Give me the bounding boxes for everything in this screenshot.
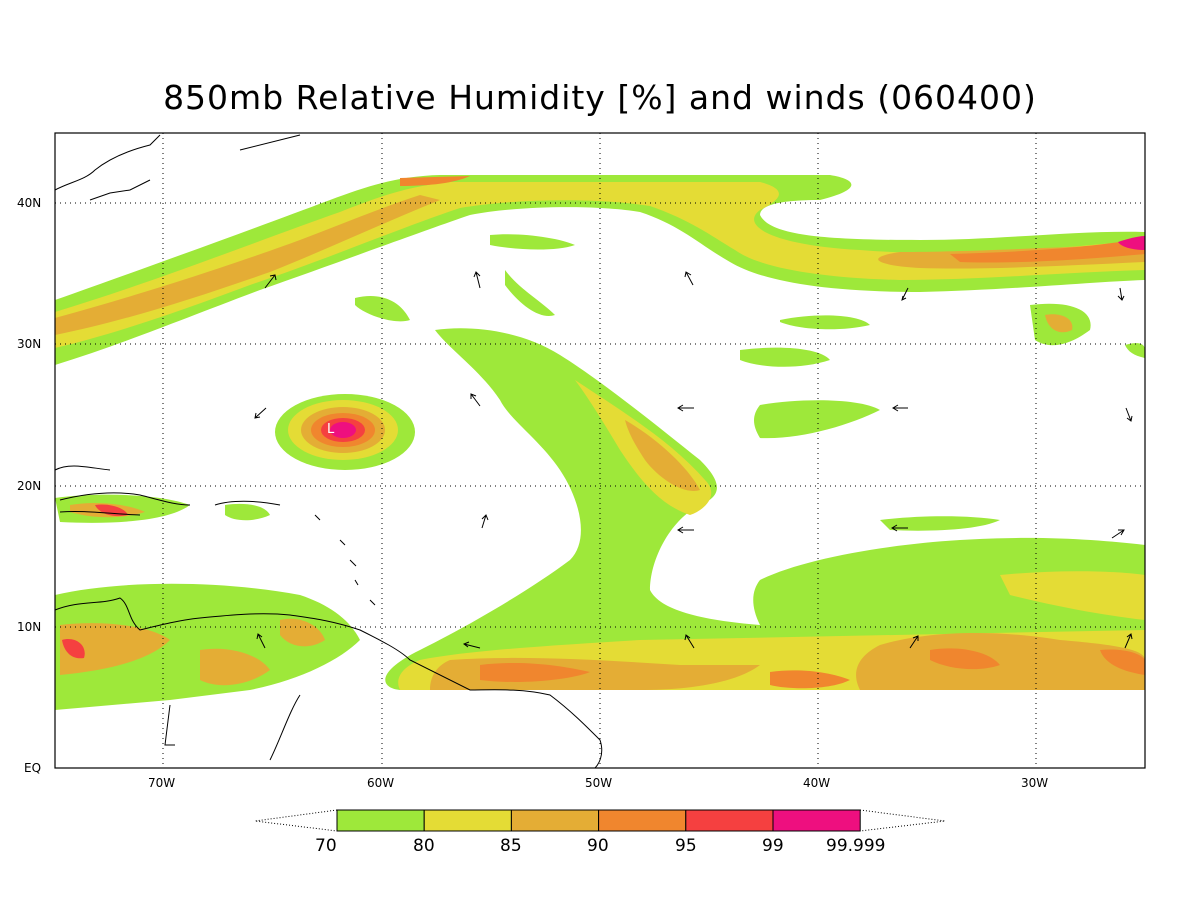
colorbar-label-90: 90: [587, 836, 609, 856]
colorbar-swatch: [423, 809, 512, 832]
rh-70-central-tongue: [385, 328, 1145, 690]
lon-label-60w: 60W: [367, 776, 395, 790]
rh-70-islands: [55, 234, 1145, 710]
colorbar: [254, 809, 946, 832]
colorbar-label-99-999: 99.999: [826, 836, 886, 856]
wind-arrows: [254, 271, 1133, 649]
wind-arrow: [264, 274, 277, 289]
rh-99-northern-band: [1118, 236, 1145, 250]
colorbar-label-85: 85: [500, 836, 522, 856]
colorbar-swatch: [510, 809, 600, 832]
lon-label-50w: 50W: [585, 776, 613, 790]
lat-label-eq: EQ: [24, 761, 42, 775]
colorbar-swatch: [336, 809, 425, 832]
wind-arrow: [1124, 633, 1133, 649]
wind-arrow: [1125, 407, 1133, 422]
colorbar-swatch: [598, 809, 687, 832]
wind-arrow: [891, 524, 908, 532]
colorbar-swatch: [772, 809, 861, 832]
wind-arrow: [677, 404, 694, 412]
wind-arrow: [677, 526, 694, 534]
lat-label-20n: 20N: [17, 479, 42, 493]
wind-arrow: [254, 407, 267, 419]
lon-label-40w: 40W: [803, 776, 831, 790]
rh-80-northern-band: [55, 182, 1145, 348]
colorbar-swatch: [685, 809, 774, 832]
map-title: 850mb Relative Humidity [%] and winds (0…: [163, 78, 1037, 117]
colorbar-right-extension: [859, 809, 946, 832]
humidity-field: [55, 175, 1145, 710]
wind-arrow: [470, 393, 481, 407]
colorbar-label-95: 95: [675, 836, 697, 856]
colorbar-label-99: 99: [762, 836, 784, 856]
wind-arrow: [481, 514, 489, 529]
colorbar-label-70: 70: [315, 836, 337, 856]
wind-arrow: [1117, 287, 1125, 301]
rh-99-storm: [330, 422, 356, 438]
wind-arrow: [256, 633, 266, 649]
rh-85-northern-band: [55, 195, 1145, 335]
lon-label-70w: 70W: [148, 776, 176, 790]
rh-90-central-tongue: [480, 648, 1145, 689]
rh-95-islands: [62, 504, 128, 659]
wind-arrow: [901, 287, 909, 301]
lat-label-10n: 10N: [17, 620, 42, 634]
lon-label-30w: 30W: [1021, 776, 1049, 790]
colorbar-left-extension: [254, 809, 338, 832]
storm-low-marker: L: [327, 422, 335, 437]
lat-label-40n: 40N: [17, 196, 42, 210]
colorbar-swatches: [336, 809, 861, 832]
wind-arrow: [473, 271, 481, 289]
wind-arrow: [684, 634, 695, 649]
lat-lon-grid: [55, 133, 1145, 768]
rh-85-central-tongue: [430, 420, 1145, 690]
wind-arrow: [684, 271, 694, 286]
wind-arrow: [1111, 529, 1125, 539]
coastlines: [54, 134, 603, 769]
wind-arrow: [909, 635, 919, 649]
wind-arrow: [462, 641, 481, 649]
lat-label-30n: 30N: [17, 337, 42, 351]
wind-arrow: [892, 404, 908, 412]
rh-90-northern-band: [400, 176, 1145, 263]
colorbar-label-80: 80: [413, 836, 435, 856]
